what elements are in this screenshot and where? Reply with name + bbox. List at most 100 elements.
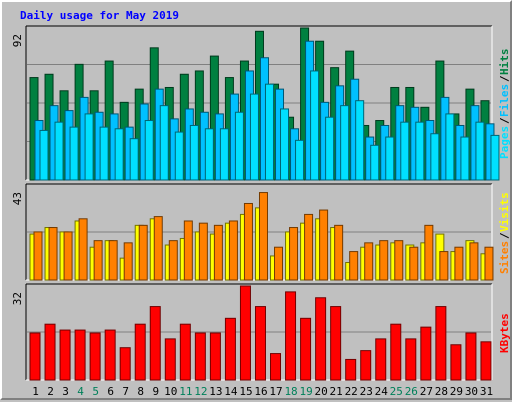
bar-kbytes-day-17	[270, 353, 282, 381]
bar-kbytes-day-2	[44, 323, 56, 381]
bar-sites-day-19	[304, 213, 314, 281]
panel-1-max-label: 92	[11, 34, 24, 47]
x-tick-day-6: 6	[107, 385, 114, 398]
bar-pages-day-22	[355, 100, 365, 181]
bar-pages-day-13	[219, 128, 229, 181]
bar-pages-day-28	[445, 113, 455, 181]
x-tick-day-19: 19	[299, 385, 312, 398]
bar-pages-day-17	[280, 108, 290, 181]
bar-pages-day-21	[340, 105, 350, 181]
bar-pages-day-12	[204, 128, 214, 181]
bar-sites-day-31	[484, 246, 494, 281]
x-tick-day-18: 18	[284, 385, 297, 398]
bar-kbytes-day-18	[285, 291, 297, 381]
x-tick-day-29: 29	[450, 385, 463, 398]
x-tick-day-17: 17	[269, 385, 282, 398]
x-tick-day-25: 25	[390, 385, 403, 398]
x-tick-day-20: 20	[315, 385, 328, 398]
x-tick-day-1: 1	[32, 385, 39, 398]
bar-kbytes-day-6	[104, 329, 116, 381]
x-tick-day-21: 21	[330, 385, 343, 398]
legend-separator: /	[498, 117, 511, 124]
panel-2-max-label: 43	[11, 192, 24, 205]
x-tick-day-11: 11	[179, 385, 192, 398]
bar-kbytes-day-3	[59, 329, 71, 381]
bar-pages-day-20	[325, 116, 335, 181]
bar-sites-day-8	[138, 224, 148, 281]
bar-pages-day-30	[475, 121, 485, 181]
bar-sites-day-24	[379, 240, 389, 281]
bar-pages-day-1	[39, 129, 49, 181]
x-tick-day-24: 24	[375, 385, 389, 398]
bar-kbytes-day-27	[420, 326, 432, 381]
bar-kbytes-day-11	[179, 323, 191, 381]
bar-pages-day-10	[174, 131, 184, 181]
bar-pages-day-23	[370, 144, 380, 181]
bar-kbytes-day-21	[330, 306, 342, 381]
bar-pages-day-11	[189, 124, 199, 181]
x-tick-day-22: 22	[345, 385, 358, 398]
bar-sites-day-28	[439, 251, 449, 281]
bar-pages-day-3	[69, 126, 79, 181]
bar-kbytes-day-14	[224, 317, 236, 381]
bar-sites-day-22	[349, 251, 359, 281]
x-tick-day-9: 9	[152, 385, 159, 398]
x-tick-day-13: 13	[209, 385, 222, 398]
bar-pages-day-26	[415, 121, 425, 181]
bar-kbytes-day-7	[119, 347, 131, 381]
bar-pages-day-27	[430, 133, 440, 181]
bar-sites-day-26	[409, 246, 419, 281]
bar-kbytes-day-9	[149, 306, 161, 381]
bar-sites-day-14	[228, 220, 238, 281]
bar-kbytes-day-8	[134, 323, 146, 381]
bar-kbytes-day-15	[239, 285, 251, 381]
bar-sites-day-2	[48, 227, 58, 281]
bar-pages-day-18	[295, 139, 305, 181]
bar-pages-day-8	[144, 120, 154, 181]
bar-sites-day-7	[123, 242, 133, 281]
bar-pages-day-6	[114, 128, 124, 181]
legend-hits: Hits	[498, 49, 511, 76]
legend-kbytes: KBytes	[498, 313, 511, 353]
bar-sites-day-21	[334, 224, 344, 281]
x-tick-day-7: 7	[122, 385, 129, 398]
bar-kbytes-day-1	[29, 332, 41, 381]
x-tick-day-14: 14	[224, 385, 238, 398]
legend-visits: Visits	[498, 192, 511, 232]
bar-sites-day-3	[63, 231, 73, 281]
bar-pages-day-4	[84, 113, 94, 181]
bar-kbytes-day-5	[89, 332, 101, 381]
bar-pages-day-31	[490, 134, 500, 181]
x-tick-day-5: 5	[92, 385, 99, 398]
bar-pages-day-14	[234, 111, 244, 181]
bar-pages-day-9	[159, 105, 169, 181]
bar-sites-day-6	[108, 240, 118, 281]
bar-sites-day-9	[153, 216, 163, 281]
bar-kbytes-day-29	[450, 344, 462, 381]
x-tick-day-30: 30	[465, 385, 478, 398]
bar-kbytes-day-31	[480, 341, 492, 381]
x-tick-day-16: 16	[254, 385, 267, 398]
bar-pages-day-15	[249, 93, 259, 181]
legend-sites: Sites	[498, 241, 511, 274]
bar-kbytes-day-19	[300, 317, 312, 381]
bar-pages-day-16	[264, 83, 274, 181]
x-tick-day-26: 26	[405, 385, 418, 398]
x-tick-day-12: 12	[194, 385, 207, 398]
bar-sites-day-11	[183, 220, 193, 281]
bar-sites-day-5	[93, 240, 103, 281]
bar-kbytes-day-13	[209, 332, 221, 381]
bar-sites-day-25	[394, 240, 404, 281]
bar-kbytes-day-23	[360, 350, 372, 381]
bar-sites-day-12	[198, 222, 208, 281]
x-tick-day-2: 2	[47, 385, 54, 398]
x-tick-day-8: 8	[137, 385, 144, 398]
bar-kbytes-day-4	[74, 329, 86, 381]
bar-kbytes-day-28	[435, 306, 447, 381]
x-tick-day-4: 4	[77, 385, 84, 398]
bar-kbytes-day-22	[345, 358, 357, 381]
chart-title: Daily usage for May 2019	[20, 9, 179, 22]
x-tick-day-27: 27	[420, 385, 433, 398]
